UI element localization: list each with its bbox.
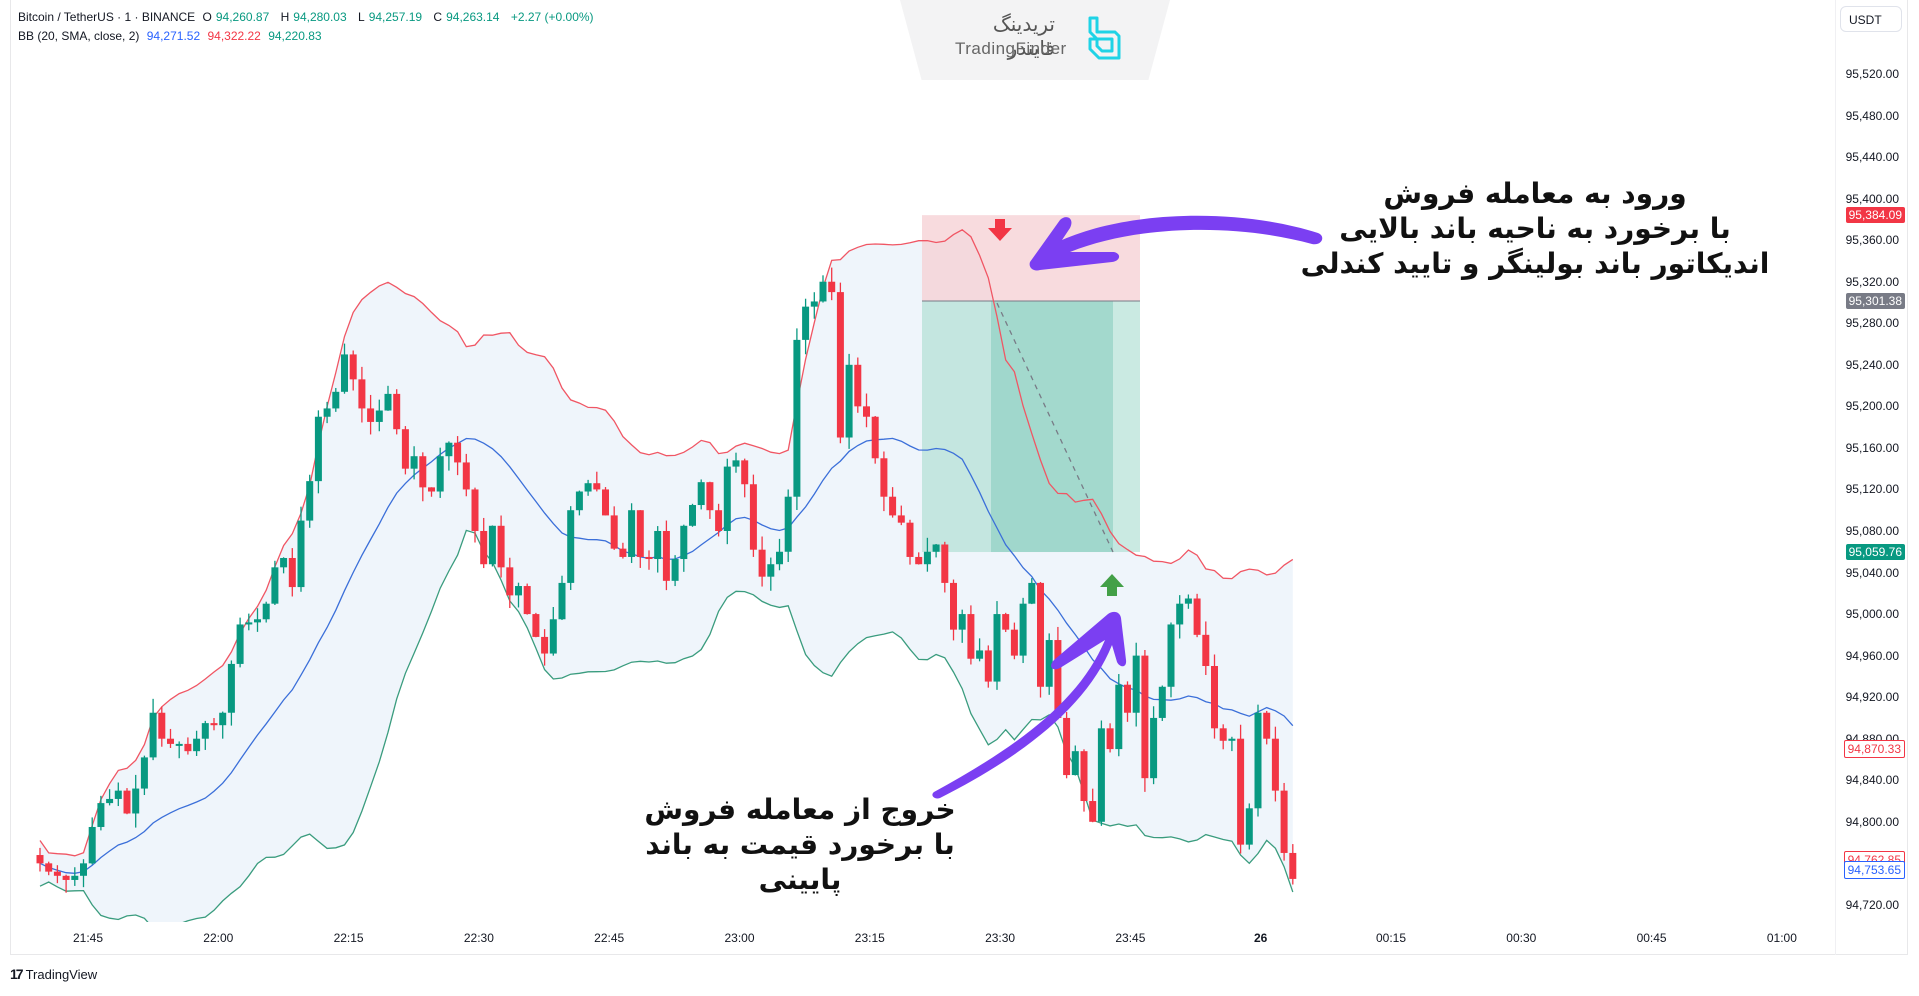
open-label: O [202,10,212,24]
price-tick-label: 95,240.00 [1845,357,1899,372]
price-badge: 95,301.38 [1845,293,1905,310]
time-tick-label: 01:00 [1766,931,1797,945]
time-tick-label: 23:15 [854,931,885,945]
time-tick-label: 22:45 [594,931,625,945]
watermark-badge [900,0,1170,80]
time-tick-label: 22:30 [463,931,494,945]
high-label: H [280,10,290,24]
exit-annotation: خروج از معامله فروش با برخورد قیمت به با… [600,792,1000,897]
symbol-legend-row[interactable]: Bitcoin / TetherUS · 1 · BINANCE O 94,260… [18,8,598,27]
high-number: 94,280.03 [293,10,347,24]
short-position-tool[interactable] [922,215,1140,553]
exit-annotation-line-1: خروج از معامله فروش [644,793,956,826]
entry-annotation-line-1: ورود به معامله فروش [1383,177,1687,210]
time-tick-label: 21:45 [72,931,104,945]
indicator-legend-row[interactable]: BB (20, SMA, close, 2) 94,271.52 94,322.… [18,27,598,46]
price-tick-label: 95,280.00 [1845,316,1899,331]
time-tick-label: 26 [1254,931,1268,945]
price-axis[interactable]: 95,520.00 95,480.00 95,440.00 95,400.00 95,3… [1835,0,1909,955]
bb-basis-value: 94,271.52 [146,29,201,43]
symbol-title: Bitcoin / TetherUS · 1 · BINANCE [18,10,196,24]
price-tick-label: 95,480.00 [1845,108,1899,123]
brand-label: TradingView [25,966,98,982]
price-tick-label: 95,200.00 [1845,399,1899,414]
exit-annotation-line-2: با برخورد قیمت به باند پایینی [645,828,955,896]
price-tick-label: 94,840.00 [1845,773,1899,788]
tradingfinder-logo-icon [1088,16,1121,60]
entry-annotation-line-3: اندیکاتور باند بولینگر و تایید کندلی [1300,247,1770,280]
price-tick-label: 95,000.00 [1845,607,1899,622]
price-badge: 94,753.65 [1843,860,1905,879]
price-tick-label: 94,720.00 [1845,897,1899,912]
entry-annotation-line-2: با برخورد به ناحیه باند بالایی [1339,212,1731,245]
time-tick-label: 00:15 [1375,931,1407,945]
price-tick-label: 95,080.00 [1845,523,1899,538]
bb-upper-value: 94,322.22 [207,29,261,43]
price-tick-label: 94,960.00 [1845,648,1899,663]
watermark-text-en: TradingFinder [955,39,1067,58]
sell-arrow-icon [988,219,1012,241]
low-label: L [358,10,365,24]
close-label: C [433,10,443,24]
time-tick-label: 00:45 [1636,931,1667,945]
price-tick-label: 95,400.00 [1845,191,1899,206]
time-tick-label: 00:30 [1506,931,1537,945]
price-badge: 95,384.09 [1845,207,1905,224]
bb-lower-value: 94,220.83 [268,29,322,43]
time-axis[interactable]: 21:45 22:00 22:15 22:30 22:45 23:00 23:15 23:30… [10,922,1835,955]
currency-button[interactable]: USDT [1840,6,1902,32]
entry-annotation: ورود به معامله فروش با برخورد به ناحیه ب… [1300,176,1770,281]
price-tick-label: 95,160.00 [1845,440,1899,455]
change-value: +2.27 (+0.00%) [510,10,594,24]
low-value: L 94,257.19 [358,10,426,24]
price-tick-label: 95,320.00 [1845,274,1899,289]
time-tick-label: 23:00 [724,931,755,945]
price-tick-label: 94,800.00 [1845,814,1899,829]
high-value: H 94,280.03 [281,10,351,24]
indicator-name: BB (20, SMA, close, 2) [18,29,140,43]
close-value: C 94,263.14 [433,10,503,24]
price-tick-label: 95,120.00 [1845,482,1899,497]
close-number: 94,263.14 [446,10,500,24]
tradingview-brand[interactable]: 17 TradingView [10,966,97,982]
price-tick-label: 95,040.00 [1845,565,1899,580]
open-number: 94,260.87 [215,10,270,24]
chart-legend: Bitcoin / TetherUS · 1 · BINANCE O 94,260… [18,8,598,46]
watermark-text-fa: تریدینگ فایندر [992,12,1055,60]
entry-pointer-arrow-icon [1029,215,1323,271]
price-badge: 95,059.76 [1845,544,1905,560]
exit-pointer-arrow-icon [932,611,1127,799]
candlesticks [36,267,1297,893]
low-number: 94,257.19 [368,10,423,24]
price-tick-label: 95,520.00 [1845,67,1899,81]
price-badge: 94,870.33 [1843,739,1905,758]
open-value: O 94,260.87 [203,10,274,24]
time-tick-label: 22:00 [203,931,234,945]
price-tick-label: 94,920.00 [1845,690,1899,705]
buy-arrow-icon [1100,574,1124,596]
time-tick-label: 23:45 [1115,931,1146,945]
price-tick-label: 95,360.00 [1845,233,1899,248]
time-tick-label: 23:30 [985,931,1016,945]
tradingview-logo-icon: 17 [10,966,24,982]
price-tick-label: 95,440.00 [1845,150,1899,165]
time-tick-label: 22:15 [333,931,364,945]
